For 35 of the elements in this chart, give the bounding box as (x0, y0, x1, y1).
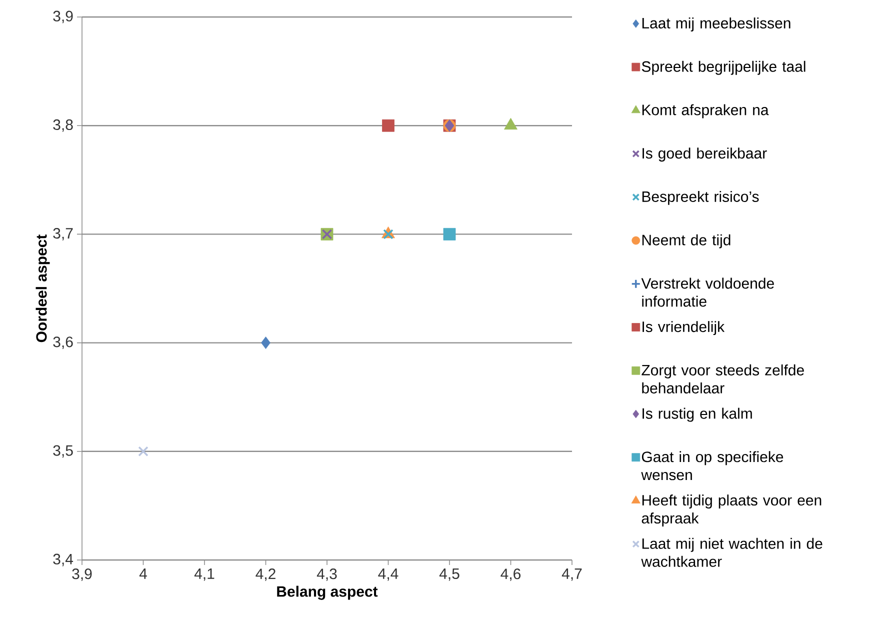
x-tick-label: 4,1 (194, 568, 214, 581)
legend-label: Heeft tijdig plaats voor een afspraak (642, 494, 822, 527)
x-tick-label: 4,6 (500, 568, 521, 581)
x-tick-label: 4,5 (439, 568, 460, 581)
legend-label: Is vriendelijk (642, 321, 725, 336)
y-tick-label: 3,7 (53, 228, 73, 240)
point (138, 446, 148, 457)
y-tick-label: 3,6 (53, 336, 73, 349)
legend-label: Neemt de tijd (642, 234, 730, 248)
x-tick-label: 4 (139, 568, 147, 579)
x-tick-label: 4,3 (316, 568, 337, 581)
x-tick-label: 4,2 (256, 568, 276, 581)
y-axis-title: Oordeel aspect (36, 234, 50, 342)
legend-label: Zorgt voor steeds zelfde behandelaar (642, 364, 804, 394)
legend-label: Laat mij niet wachten in de wachtkamer (641, 538, 822, 567)
y-tick-label: 3,9 (53, 10, 73, 24)
x-axis-title: Belang aspect (277, 586, 378, 600)
legend-label: Gaat in op specifieke wensen (641, 451, 784, 480)
legend-label: Bespreekt risico’s (642, 190, 759, 205)
y-tick-label: 3,5 (53, 445, 73, 458)
point (383, 229, 394, 240)
y-tick-label: 3,4 (53, 554, 74, 566)
point (382, 119, 394, 132)
legend-label: Is goed bereikbaar (642, 148, 767, 162)
x-tick-label: 4,7 (562, 568, 582, 581)
legend-label: Is rustig en kalm (642, 408, 752, 422)
point (261, 336, 270, 349)
legend-label: Komt afspraken na (642, 104, 769, 118)
legend-label: Laat mij meebeslissen (642, 17, 790, 32)
point (443, 228, 456, 240)
y-tick-label: 3,8 (53, 119, 73, 132)
x-tick-label: 4,4 (378, 568, 398, 581)
legend-label: Verstrekt voldoende informatie (641, 278, 774, 307)
legend-label: Spreekt begrijpelijke taal (642, 60, 806, 75)
x-tick-label: 3,9 (72, 568, 92, 581)
